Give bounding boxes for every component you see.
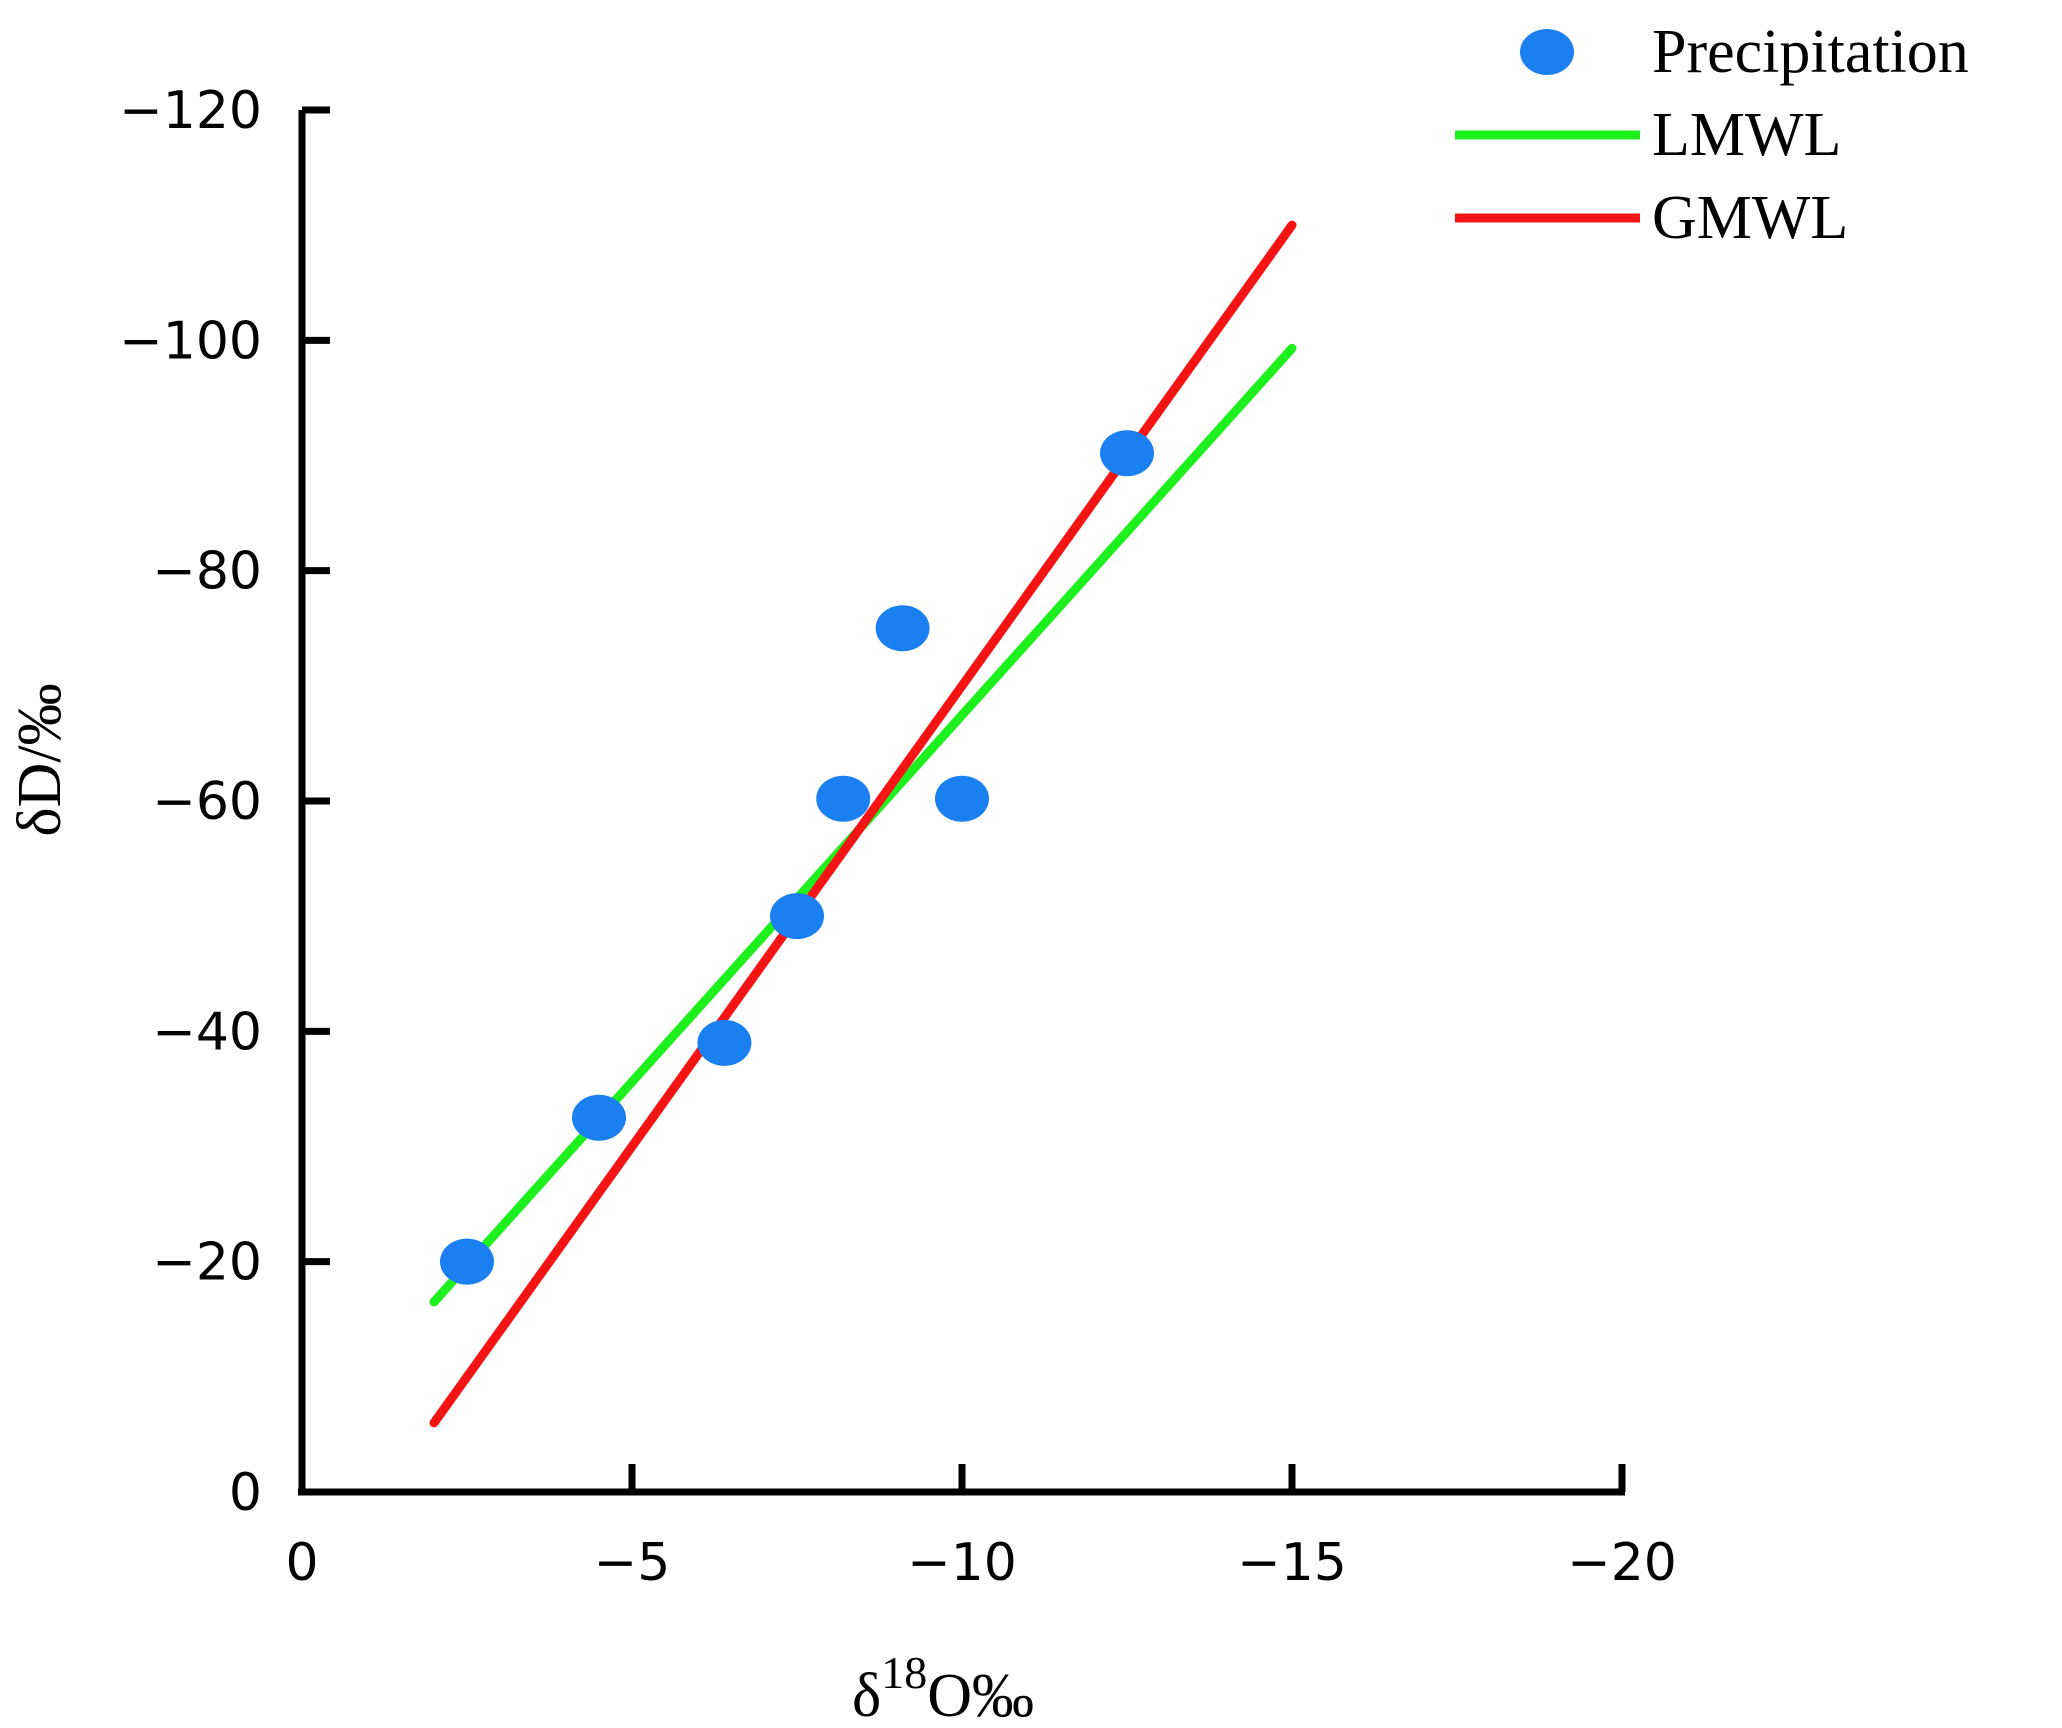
x-ticks: 0 −5 −10 −15 −20 bbox=[285, 1464, 1677, 1593]
y-tick-label: 0 bbox=[229, 1463, 262, 1523]
x-tick-label: −10 bbox=[907, 1533, 1017, 1593]
legend-precipitation-label: Precipitation bbox=[1652, 18, 1969, 86]
x-axis-title-superscript: 18 bbox=[881, 1647, 927, 1698]
x-axis-title-prefix: δ bbox=[852, 1662, 881, 1728]
axes: 0 −20 −40 −60 −80 −100 −120 0 −5 −10 −15 −20 bbox=[119, 81, 1677, 1593]
fit-lines bbox=[429, 220, 1297, 1428]
x-axis-title: δ18O‰ bbox=[852, 1647, 1034, 1728]
precipitation-point bbox=[1100, 430, 1154, 477]
scatter-points bbox=[440, 430, 1154, 1285]
precipitation-point bbox=[770, 893, 824, 940]
x-tick-label: −15 bbox=[1237, 1533, 1347, 1593]
x-tick-label: −20 bbox=[1567, 1533, 1677, 1593]
y-tick-label: −100 bbox=[119, 311, 262, 371]
y-tick-label: −80 bbox=[152, 542, 262, 602]
precipitation-point bbox=[697, 1019, 752, 1066]
precipitation-point bbox=[816, 775, 871, 822]
precipitation-point bbox=[875, 605, 930, 652]
x-axis-title-suffix: O‰ bbox=[927, 1662, 1034, 1728]
legend-precipitation-marker bbox=[1520, 29, 1574, 75]
y-tick-label: −40 bbox=[152, 1002, 262, 1062]
precipitation-point bbox=[935, 775, 989, 822]
x-tick-label: −5 bbox=[594, 1533, 671, 1593]
y-axis-title: δD/‰ bbox=[6, 683, 74, 836]
gmwl-line bbox=[429, 220, 1297, 1428]
y-tick-label: −20 bbox=[152, 1233, 262, 1293]
y-tick-label: −60 bbox=[152, 772, 262, 832]
y-ticks: 0 −20 −40 −60 −80 −100 −120 bbox=[119, 81, 330, 1523]
y-tick-label: −120 bbox=[119, 81, 262, 141]
legend: Precipitation LMWL GMWL bbox=[1455, 18, 1969, 252]
legend-lmwl-label: LMWL bbox=[1652, 101, 1841, 169]
precipitation-point bbox=[440, 1238, 494, 1285]
x-tick-label: 0 bbox=[285, 1533, 318, 1593]
legend-gmwl-label: GMWL bbox=[1652, 184, 1848, 252]
precipitation-point bbox=[572, 1094, 626, 1141]
